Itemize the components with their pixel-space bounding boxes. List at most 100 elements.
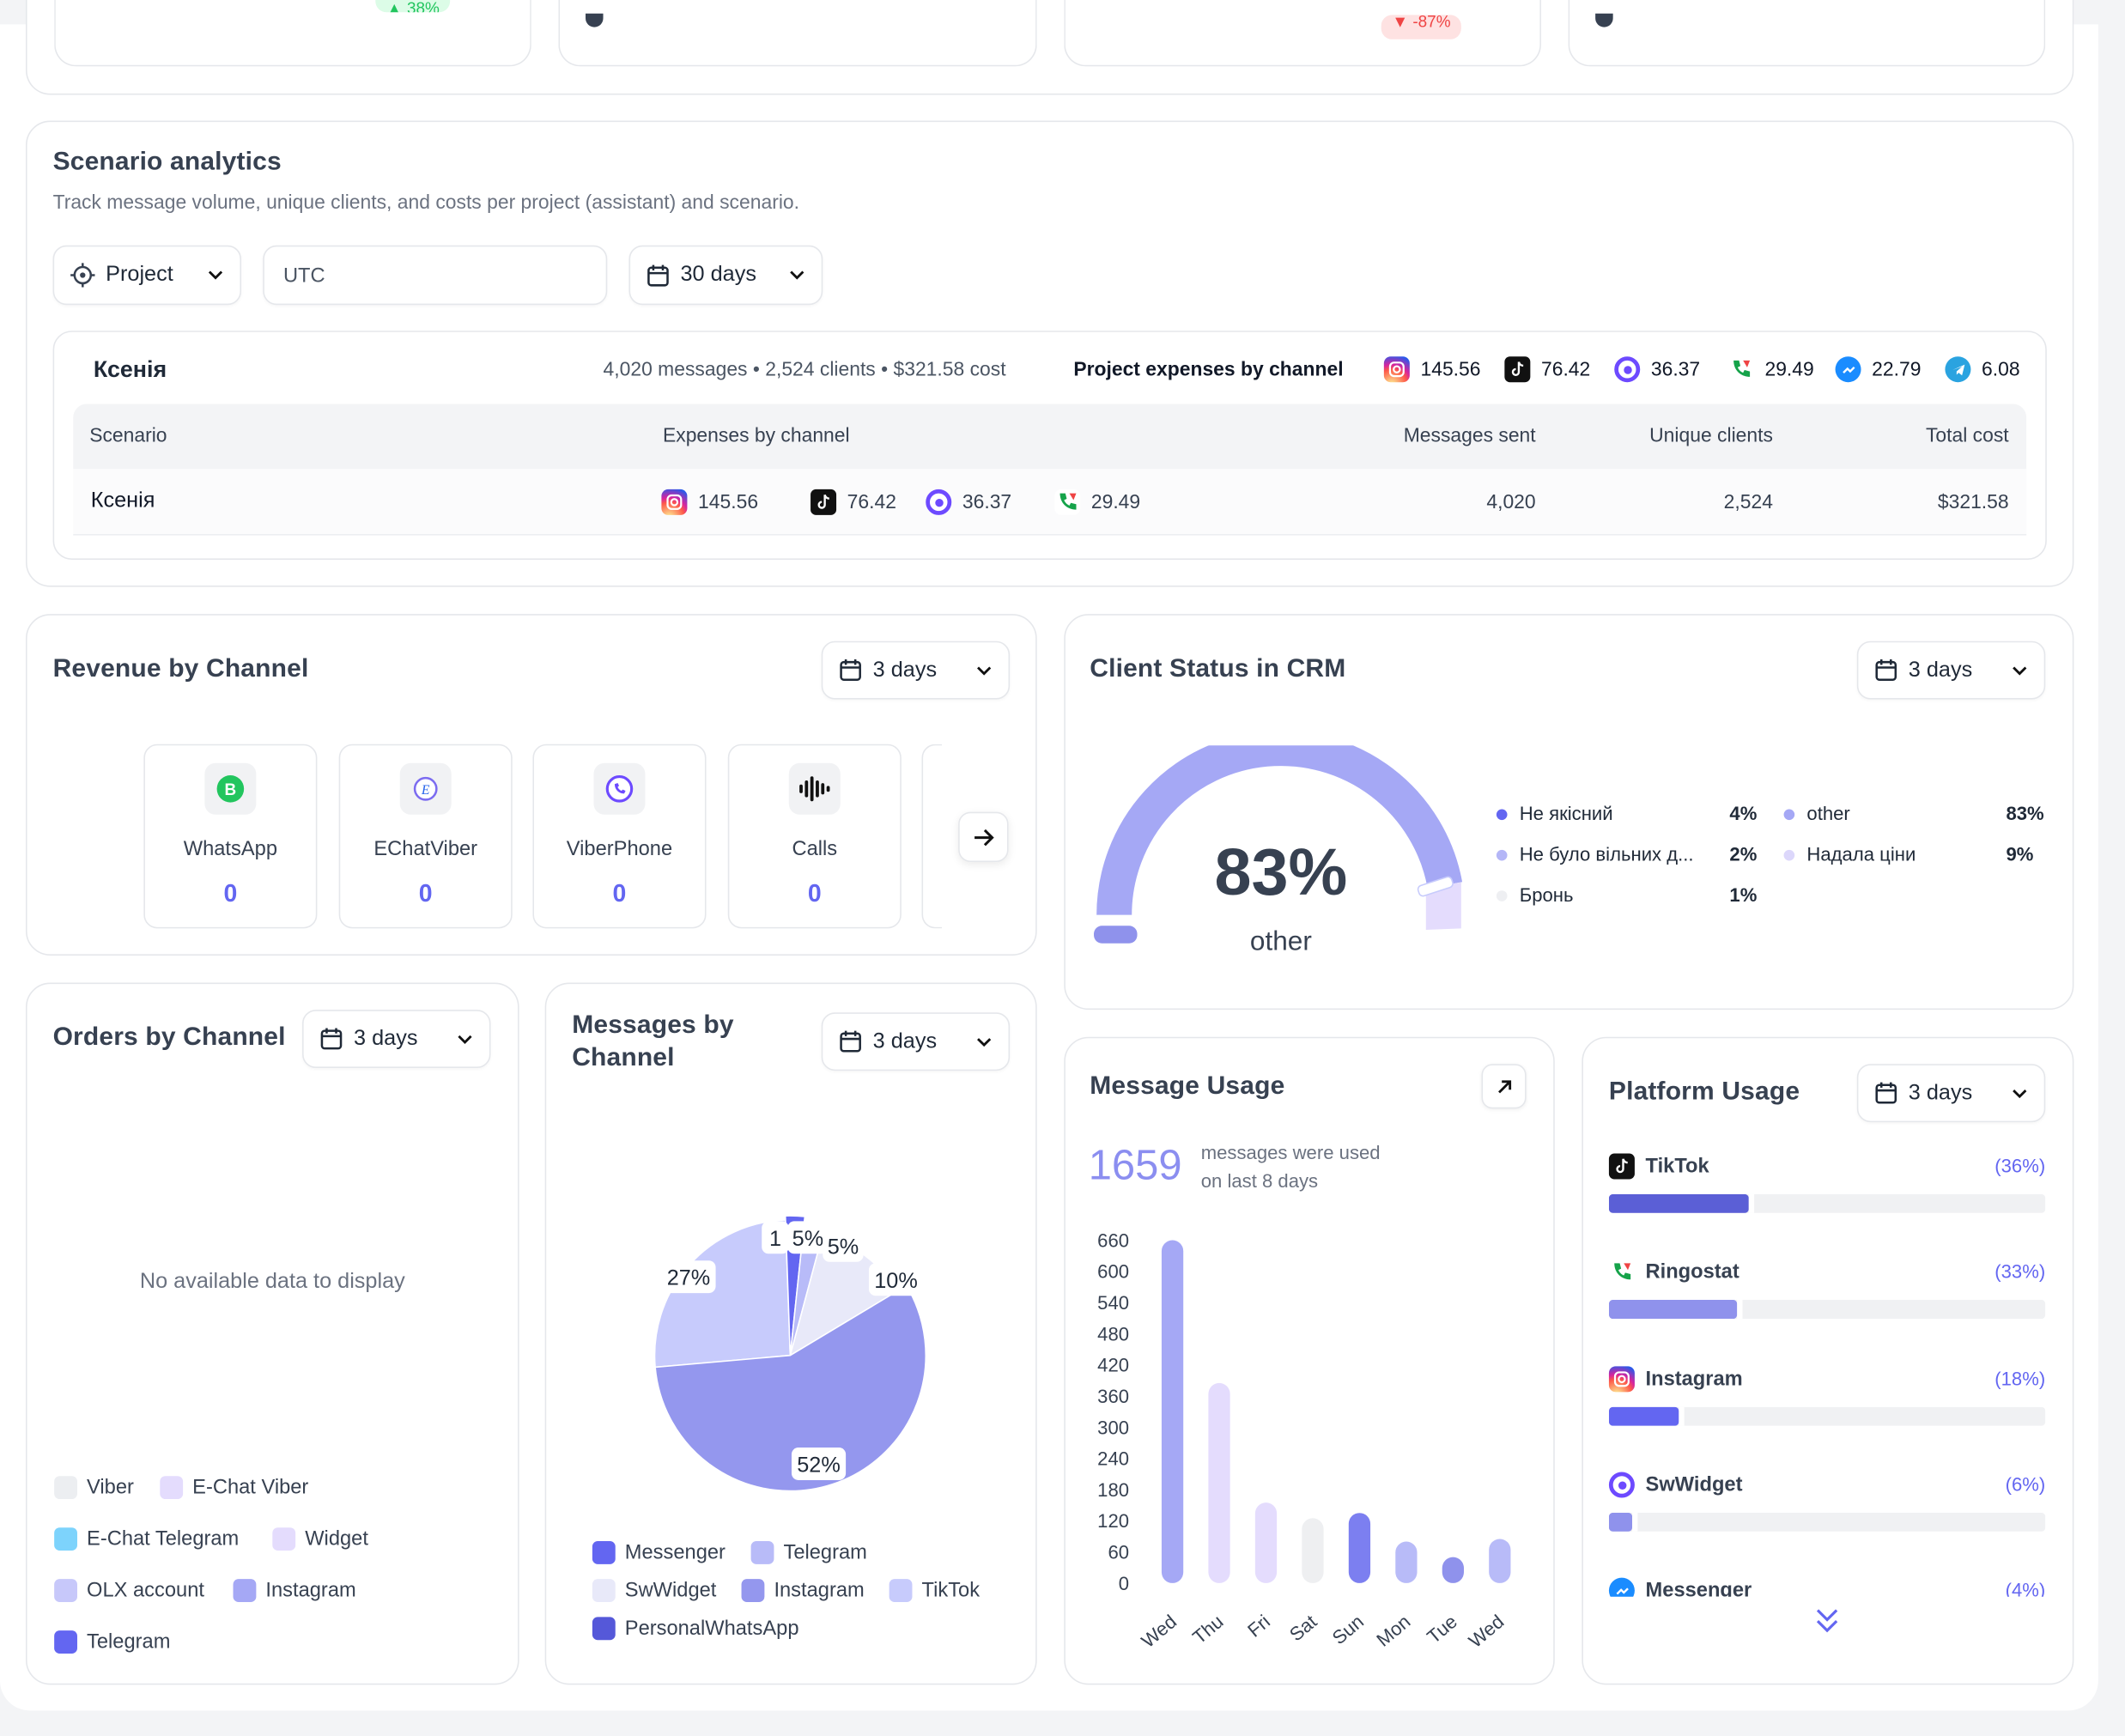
orders-empty-state: No available data to display — [139, 1270, 405, 1294]
project-select[interactable]: Project — [52, 245, 242, 306]
chevron-down-icon — [977, 1037, 992, 1047]
x-tick-label: Tue — [1423, 1611, 1461, 1648]
legend-label: Бронь — [1519, 883, 1574, 906]
pie-label-text: 27% — [667, 1266, 711, 1290]
stat-icon — [1595, 13, 1613, 27]
td-messages: 4,020 — [1486, 492, 1536, 514]
legend-label: Viber — [87, 1476, 134, 1500]
channel-tile-viberphone[interactable]: ViberPhone 0 — [532, 744, 707, 929]
open-external-button[interactable] — [1481, 1064, 1527, 1109]
orders-period-select[interactable]: 3 days — [302, 1010, 491, 1069]
legend-dot — [1496, 809, 1508, 821]
chevron-down-icon — [458, 1035, 472, 1044]
td-clients: 2,524 — [1723, 492, 1773, 514]
usage-bar[interactable] — [1348, 1513, 1371, 1583]
x-tick-label: Sun — [1328, 1611, 1368, 1648]
usage-bar[interactable] — [1395, 1541, 1418, 1583]
platform-label: Ringostat — [1645, 1260, 1739, 1284]
x-tick-label: Wed — [1138, 1611, 1181, 1652]
echat-viber-icon: E — [399, 762, 452, 815]
stat-badge-down: ▼ -87% — [1381, 15, 1462, 39]
channel-tile-echatviber[interactable]: E EChatViber 0 — [338, 744, 513, 929]
usage-bar[interactable] — [1208, 1382, 1230, 1583]
expenses-label: Project expenses by channel — [1073, 359, 1344, 381]
y-tick-label: 120 — [1097, 1510, 1129, 1532]
revenue-period-select[interactable]: 3 days — [821, 640, 1011, 700]
period-label: 3 days — [354, 1026, 418, 1050]
legend-label: other — [1806, 802, 1850, 824]
legend-swatch — [54, 1579, 77, 1603]
y-tick-label: 420 — [1097, 1355, 1129, 1376]
platform-bar — [1608, 1406, 2046, 1426]
crm-legend-pct: 83% — [2006, 802, 2044, 824]
period-label: 30 days — [680, 263, 756, 287]
th-cost: Total cost — [1925, 425, 2009, 447]
channel-tile-partial — [921, 744, 943, 929]
pie-data-label: 1 — [762, 1221, 789, 1254]
usage-bar[interactable] — [1442, 1557, 1464, 1583]
table-row[interactable] — [73, 469, 2027, 536]
pie-slice-instagram[interactable] — [654, 1284, 927, 1492]
chevron-down-icon — [790, 270, 804, 280]
legend-swatch — [160, 1476, 184, 1500]
usage-bar[interactable] — [1302, 1518, 1324, 1583]
platform-percent: (18%) — [1994, 1367, 2046, 1390]
channel-tile-calls[interactable]: Calls 0 — [727, 744, 902, 929]
pie-label-text: 5% — [828, 1235, 859, 1259]
expand-more-button[interactable] — [1811, 1604, 1843, 1639]
pie-label-bg — [762, 1221, 789, 1254]
crm-legend-pct: 4% — [1729, 802, 1758, 824]
y-tick-label: 660 — [1097, 1229, 1129, 1251]
legend-dot — [1783, 809, 1795, 821]
row-expense-item: 36.37 — [926, 489, 1011, 515]
orders-legend-item: OLX account — [54, 1579, 204, 1603]
legend-swatch — [54, 1630, 77, 1654]
tiktok-icon — [1504, 356, 1531, 383]
timezone-input[interactable]: UTC — [263, 245, 608, 306]
legend-label: Instagram — [774, 1579, 865, 1603]
y-tick-label: 60 — [1108, 1542, 1129, 1563]
crm-legend-pct: 9% — [2006, 842, 2034, 865]
legend-label: Не якісний — [1519, 802, 1613, 824]
y-tick-label: 0 — [1119, 1573, 1129, 1594]
stat-card-2 — [558, 0, 1037, 67]
pie-label-text: 52% — [797, 1453, 841, 1477]
y-tick-label: 360 — [1097, 1386, 1129, 1407]
platform-name: Ringostat — [1608, 1259, 1739, 1285]
platform-label: TikTok — [1645, 1155, 1709, 1178]
stat-card-3: ▼ -87% — [1064, 0, 1541, 67]
bar-gap — [1748, 1193, 1755, 1213]
chevron-down-icon — [208, 270, 223, 280]
pie-label-text: 10% — [874, 1269, 918, 1293]
next-arrow-button[interactable] — [958, 811, 1009, 863]
legend-swatch — [592, 1579, 616, 1603]
svg-text:B: B — [225, 781, 237, 799]
platform-percent: (6%) — [2005, 1473, 2046, 1496]
scenario-subtitle: Track message volume, unique clients, an… — [52, 192, 800, 215]
scenario-period-select[interactable]: 30 days — [628, 245, 823, 306]
message-usage-title: Message Usage — [1090, 1071, 1285, 1101]
platform-list: TikTok (36%) Ringostat (33%) Instagram (18%) S… — [1608, 1153, 2046, 1597]
platform-name: SwWidget — [1608, 1472, 1742, 1498]
bar-track — [1608, 1512, 2046, 1532]
legend-swatch — [741, 1579, 765, 1603]
messages-period-select[interactable]: 3 days — [821, 1012, 1011, 1071]
calendar-icon — [840, 659, 861, 681]
y-tick-label: 300 — [1097, 1417, 1129, 1438]
usage-bar[interactable] — [1161, 1240, 1184, 1583]
orders-title: Orders by Channel — [52, 1023, 286, 1053]
swwidget-icon — [1614, 356, 1641, 383]
crm-period-select[interactable]: 3 days — [1856, 640, 2046, 700]
y-tick-label: 480 — [1097, 1323, 1129, 1344]
row-expense-item: 29.49 — [1054, 489, 1140, 515]
platform-period-select[interactable]: 3 days — [1856, 1064, 2046, 1123]
tile-name: ViberPhone — [566, 837, 673, 861]
channel-tile-whatsapp[interactable]: B WhatsApp 0 — [143, 744, 318, 929]
tiktok-icon — [1608, 1153, 1635, 1180]
platform-bar — [1608, 1299, 2046, 1320]
usage-bar[interactable] — [1254, 1502, 1278, 1583]
messages-pie-chart: 27% 10% 52% 5% 5% 1 — [653, 1215, 927, 1492]
pie-data-label: 5% — [787, 1221, 829, 1254]
period-label: 3 days — [1908, 1081, 1973, 1104]
usage-bar[interactable] — [1489, 1539, 1511, 1583]
